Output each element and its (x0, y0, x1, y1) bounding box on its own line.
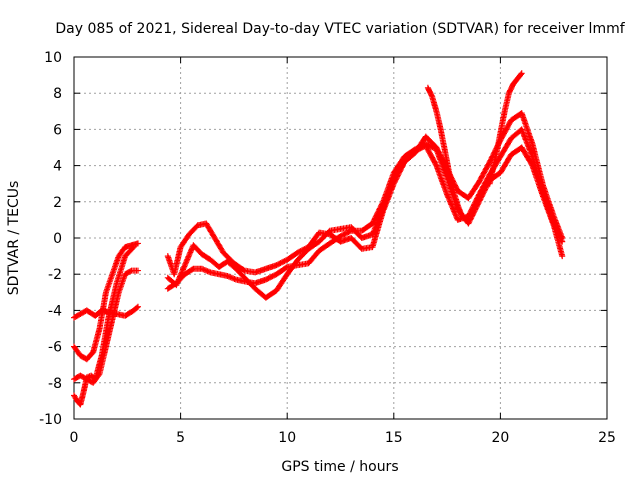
y-tick-label: 8 (53, 86, 62, 102)
x-tick-label: 10 (278, 430, 296, 446)
chart-title: Day 085 of 2021, Sidereal Day-to-day VTE… (55, 21, 625, 37)
data-marker-path (424, 84, 472, 223)
y-tick-label: 6 (53, 122, 62, 138)
data-marker-path (71, 240, 141, 363)
data-marker-path (164, 140, 566, 292)
series-track-2 (71, 240, 141, 363)
data-marker-path (486, 70, 525, 187)
y-tick-label: -6 (48, 340, 62, 356)
y-tick-label: 4 (53, 159, 62, 175)
series-track-9 (486, 70, 525, 187)
x-tick-label: 25 (598, 430, 616, 446)
y-tick-label: -10 (39, 412, 62, 428)
y-tick-label: -4 (48, 303, 62, 319)
y-tick-label: 0 (53, 231, 62, 247)
data-points (71, 70, 566, 408)
data-marker-path (164, 110, 566, 301)
x-axis-label: GPS time / hours (281, 459, 398, 475)
y-tick-label: 10 (44, 50, 62, 66)
series-track-7 (164, 110, 566, 301)
axis-ticks: 0 5 10 15 20 25 -10 -8 -6 -4 -2 0 2 4 6 8 10 (39, 50, 616, 446)
y-tick-label: 2 (53, 195, 62, 211)
y-tick-label: -8 (48, 376, 62, 392)
x-tick-label: 20 (491, 430, 509, 446)
x-tick-label: 0 (70, 430, 79, 446)
series-track-6 (164, 140, 566, 292)
x-tick-label: 15 (385, 430, 403, 446)
series-track-8 (424, 84, 472, 223)
y-tick-label: -2 (48, 267, 62, 283)
data-marker-path (71, 244, 137, 408)
x-tick-label: 5 (176, 430, 185, 446)
y-axis-label: SDTVAR / TECUs (6, 181, 22, 296)
series-track-4 (71, 244, 137, 408)
